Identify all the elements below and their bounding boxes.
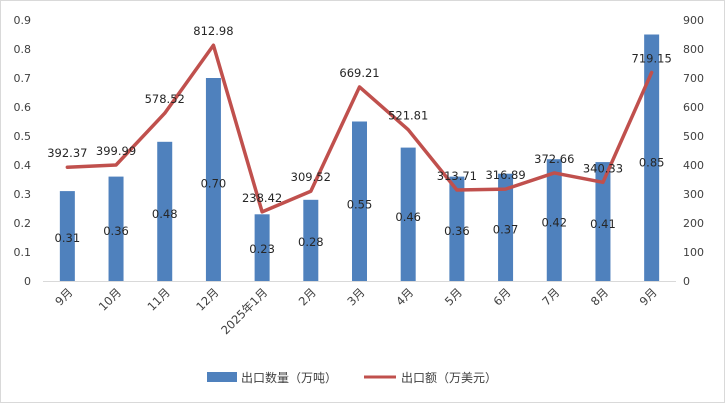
y-left-tick-label: 0.8 (14, 43, 32, 56)
bar-value-label: 0.31 (55, 231, 81, 245)
line-value-label: 578.52 (145, 92, 185, 106)
y-left-tick-label: 0.9 (14, 14, 32, 27)
x-tick-label: 8月 (588, 285, 611, 308)
bar (108, 176, 124, 281)
x-tick-label: 10月 (96, 285, 124, 313)
line-path (65, 43, 654, 214)
y-left-tick-label: 0.7 (14, 72, 32, 85)
x-tick-label: 3月 (344, 285, 367, 308)
legend-swatch-bar (207, 372, 237, 382)
bar (546, 159, 562, 281)
legend-label-line: 出口额（万美元） (401, 371, 497, 385)
line-value-label: 812.98 (193, 24, 233, 38)
bar (595, 162, 611, 281)
x-tick-label: 12月 (193, 285, 221, 313)
x-tick-label: 4月 (393, 285, 416, 308)
bar-data-labels: 0.31 0.36 0.48 0.70 0.23 0.28 0.55 0.46 0.36 0.37… (55, 156, 665, 256)
line-value-label: 399.99 (96, 144, 136, 158)
bar (352, 121, 367, 281)
bar-value-label: 0.85 (639, 156, 665, 170)
y-right-tick-label: 700 (683, 72, 704, 85)
y-right-tick-label: 400 (683, 159, 704, 172)
y-right-tick-label: 900 (683, 14, 704, 27)
y-right-tick-label: 200 (683, 217, 704, 230)
y-left-tick-label: 0.2 (14, 217, 32, 230)
x-tick-label: 6月 (490, 285, 513, 308)
bar-value-label: 0.48 (152, 207, 178, 221)
line-data-labels: 392.37 399.99 578.52 812.98 238.42 309.52 669.… (47, 24, 672, 205)
y-right-tick-label: 600 (683, 101, 704, 114)
bar-value-label: 0.36 (444, 224, 470, 238)
x-tick-label: 9月 (52, 285, 75, 308)
y-right-tick-label: 800 (683, 43, 704, 56)
right-axis: 0 100 200 300 400 500 600 700 800 900 (683, 14, 704, 288)
bar-value-label: 0.42 (541, 216, 567, 230)
bar (157, 141, 173, 281)
bar (254, 214, 270, 281)
bar-value-label: 0.23 (249, 242, 275, 256)
line-value-label: 316.89 (485, 168, 525, 182)
bar (498, 173, 514, 281)
y-left-tick-label: 0.5 (14, 130, 32, 143)
x-tick-label: 2025年1月 (218, 285, 270, 337)
line-value-label: 238.42 (242, 191, 282, 205)
y-left-tick-label: 0.3 (14, 188, 32, 201)
line-value-label: 313.71 (437, 169, 477, 183)
y-left-tick-label: 0.6 (14, 101, 32, 114)
y-left-tick-label: 0 (24, 275, 31, 288)
line-value-label: 372.66 (534, 152, 574, 166)
y-right-tick-label: 100 (683, 246, 704, 259)
bar (59, 191, 75, 281)
bar-value-label: 0.41 (590, 217, 616, 231)
line-series (65, 43, 654, 214)
x-tick-label: 2月 (296, 285, 319, 308)
line-value-label: 392.37 (47, 146, 87, 160)
x-tick-label: 5月 (442, 285, 465, 308)
line-value-label: 309.52 (291, 170, 331, 184)
y-right-tick-label: 300 (683, 188, 704, 201)
bar (400, 147, 416, 281)
bar-value-label: 0.46 (395, 210, 421, 224)
bar-series (59, 34, 660, 281)
x-tick-label: 9月 (637, 285, 660, 308)
y-left-tick-label: 0.4 (14, 159, 32, 172)
bar-value-label: 0.37 (493, 222, 519, 236)
bar (449, 176, 465, 281)
legend: 出口数量（万吨） 出口额（万美元） (207, 370, 497, 385)
legend-label-bar: 出口数量（万吨） (241, 370, 337, 385)
y-left-tick-label: 0.1 (14, 246, 32, 259)
left-axis: 0 0.1 0.2 0.3 0.4 0.5 0.6 0.7 0.8 0.9 (14, 14, 32, 288)
line-value-label: 669.21 (339, 66, 379, 80)
bar-value-label: 0.36 (103, 224, 129, 238)
bar-value-label: 0.70 (201, 177, 227, 191)
x-tick-label: 7月 (539, 285, 562, 308)
bar (205, 78, 221, 281)
line-value-label: 719.15 (632, 51, 672, 65)
x-tick-label: 11月 (144, 285, 172, 313)
line-value-label: 340.33 (583, 161, 623, 175)
bar (644, 34, 660, 281)
bar-value-label: 0.28 (298, 235, 324, 249)
bar (303, 199, 319, 281)
y-right-tick-label: 500 (683, 130, 704, 143)
y-right-tick-label: 0 (683, 275, 690, 288)
bar-value-label: 0.55 (347, 197, 373, 211)
line-value-label: 521.81 (388, 109, 428, 123)
